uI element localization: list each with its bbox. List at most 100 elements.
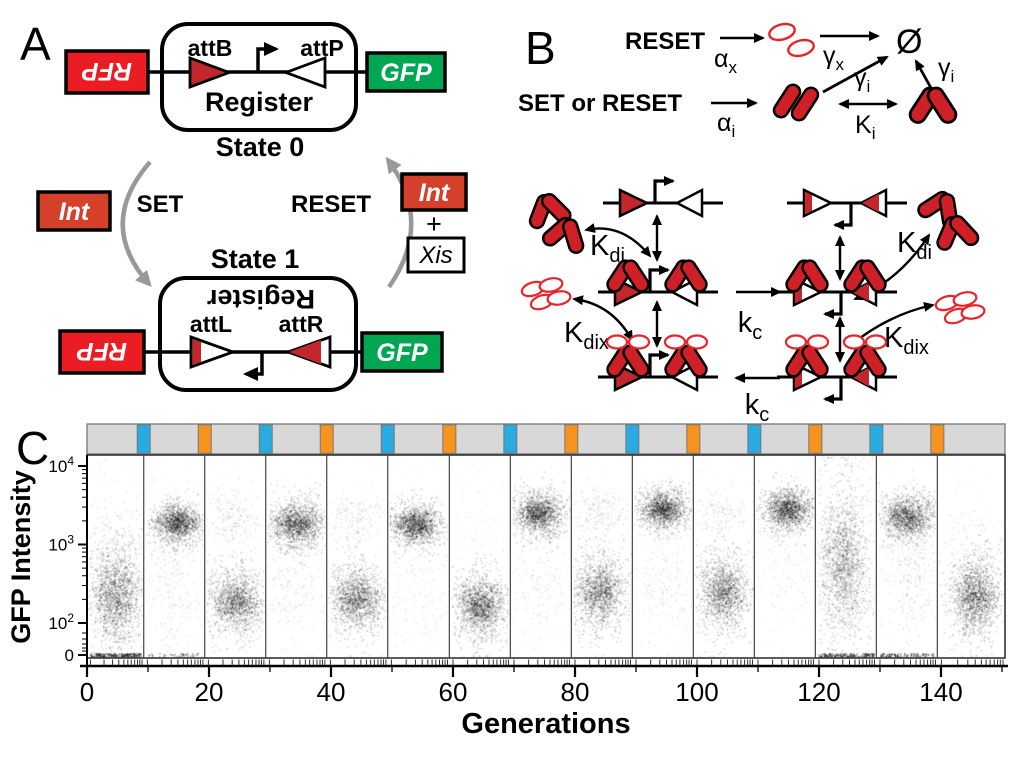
rfp-label-bottom: RFP: [77, 337, 127, 365]
attL-label: attL: [190, 311, 232, 337]
x-tick-label: 40: [317, 677, 346, 707]
dna-state1-int-bound: [777, 256, 897, 314]
plot-frame: [86, 454, 1006, 659]
x-axis-ticks: 0 20 40 60 80 100 120 140: [80, 666, 1003, 707]
set-or-reset-reaction-label: SET or RESET: [518, 90, 682, 117]
pulse-marker-orange: [319, 424, 334, 454]
pulse-marker-blue: [747, 424, 762, 454]
kdix-arrow-left: [572, 295, 634, 342]
set-label: SET: [137, 191, 184, 218]
int-label-right: Int: [419, 179, 451, 207]
y-tick-label: 104: [48, 454, 74, 476]
xis-pair-icon: [768, 22, 815, 58]
xis-label: Xis: [418, 242, 452, 269]
gamma-i-arrow-monomer: [822, 55, 889, 94]
attP-triangle-icon: [281, 55, 327, 90]
attL-triangle-icon: [189, 335, 238, 369]
int-box-left: [36, 190, 112, 232]
gfp-box-top: [365, 51, 447, 93]
panel-b: B RESET αx γx Ø γi SET or RESET αi Ki γi…: [518, 22, 987, 426]
x-axis-title: Generations: [461, 708, 630, 740]
reset-reaction-label: RESET: [625, 28, 705, 55]
rate-kdix-left: Kdix: [564, 317, 609, 354]
state1-label: State 1: [211, 244, 300, 274]
y-tick-label: 103: [48, 533, 74, 555]
register-label-state0: Register: [205, 87, 314, 117]
rate-kc-forward: kc: [738, 307, 763, 344]
dna-state1-int-xis-bound: [777, 336, 897, 400]
pulse-marker-blue: [503, 424, 518, 454]
y-tick-label: 102: [48, 611, 74, 633]
xis-box: [406, 236, 466, 274]
pulse-marker-blue: [136, 424, 151, 454]
pulse-marker-orange: [564, 424, 579, 454]
plus-label: +: [426, 209, 442, 239]
pulse-marker-orange: [197, 424, 212, 454]
attL-red-part: [192, 339, 201, 365]
pulse-marker-orange: [442, 424, 457, 454]
x-tick-label: 0: [80, 677, 94, 707]
attR-red-part: [289, 340, 321, 364]
rate-gamma-i-dimer: γi: [938, 54, 954, 86]
promoter-arrow-state1: [243, 352, 264, 381]
int-label-left: Int: [59, 198, 91, 226]
gfp-scatter-canvas: [88, 456, 1005, 658]
pulse-marker-orange: [930, 424, 945, 454]
gfp-box-bottom: [360, 331, 444, 373]
set-cycle-arrow-icon: [120, 160, 152, 287]
rfp-label-top: RFP: [82, 57, 132, 85]
gfp-label-top: GFP: [380, 59, 432, 87]
gfp-label-bottom: GFP: [376, 339, 428, 367]
x-tick-label: 60: [439, 677, 468, 707]
attB-label: attB: [188, 35, 233, 61]
promoter-arrow-state0: [256, 42, 279, 72]
kdi-arrow-left: [584, 223, 652, 258]
y-tick-label: 0: [65, 646, 74, 665]
dna-state1-bare: [787, 190, 907, 225]
attB-triangle-icon: [188, 55, 234, 90]
pulse-strip: [86, 423, 1006, 455]
rate-gamma-x: γx: [823, 42, 845, 74]
panel-c: C GFP Intensity Generations: [6, 422, 1008, 740]
rate-alpha-i: αi: [717, 109, 735, 141]
rate-kdix-right: Kdix: [884, 322, 929, 359]
pulse-marker-blue: [625, 424, 640, 454]
empty-set-symbol: Ø: [896, 23, 922, 61]
panel-b-label: B: [525, 22, 556, 74]
rate-kdi-right: Kdi: [897, 227, 932, 264]
pulse-marker-blue: [258, 424, 273, 454]
reset-label: RESET: [291, 191, 371, 218]
x-tick-label: 80: [561, 677, 590, 707]
panel-a-label: A: [20, 18, 51, 70]
x-tick-label: 100: [675, 677, 718, 707]
rate-ki: Ki: [855, 111, 875, 143]
panel-c-label: C: [16, 422, 49, 474]
pulse-markers: [136, 424, 945, 454]
rate-gamma-i-monomer: γi: [854, 64, 870, 96]
x-tick-label: 20: [195, 677, 224, 707]
int-box-right: [400, 172, 468, 212]
attR-label: attR: [279, 311, 324, 337]
x-tick-label: 120: [797, 677, 840, 707]
attP-label: attP: [300, 35, 343, 61]
rfp-box-bottom: [58, 329, 146, 375]
pulse-marker-blue: [869, 424, 884, 454]
x-tick-label: 140: [919, 677, 962, 707]
rate-kc-reverse: kc: [745, 389, 770, 426]
state0-label: State 0: [216, 132, 305, 162]
register-label-state1: Register: [206, 284, 315, 314]
rate-kdi-left: Kdi: [590, 230, 625, 267]
y-axis-ticks: 104 103 102 0: [48, 454, 87, 665]
dna-state0-bare: [603, 181, 723, 216]
y-axis-title: GFP Intensity: [6, 470, 36, 644]
rfp-box-top: [64, 49, 150, 95]
register-box-state0: [160, 22, 358, 132]
panel-a: A attB attP Register State 0 RFP GFP SET…: [20, 18, 468, 392]
pulse-marker-orange: [686, 424, 701, 454]
segment-mini-ticks: [89, 659, 1004, 665]
reset-cycle-arrow-icon: [385, 156, 414, 289]
gamma-i-arrow-dimer: [914, 59, 933, 89]
pulse-marker-orange: [808, 424, 823, 454]
pulse-marker-blue: [380, 424, 395, 454]
